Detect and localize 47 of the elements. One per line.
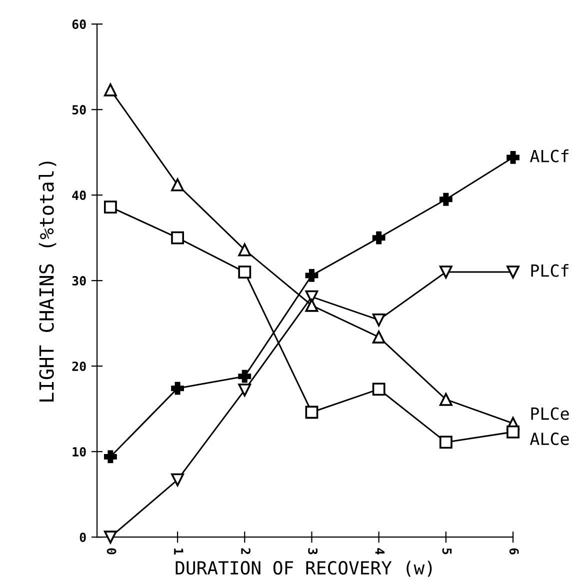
y-tick-label: 60 (72, 20, 86, 30)
y-tick-label: 40 (72, 190, 86, 200)
point (506, 150, 520, 164)
x-tick-label: 6 (509, 548, 519, 554)
series-label: PLCf (531, 264, 568, 277)
series-label: ALCe (530, 432, 569, 446)
point (439, 436, 452, 449)
point (104, 83, 117, 96)
y-tick-label: 10 (72, 447, 86, 457)
point (104, 450, 117, 464)
point (238, 243, 252, 256)
x-tick-label: 1 (174, 548, 184, 554)
point (372, 330, 386, 344)
x-tick-label: 3 (308, 548, 318, 554)
point (305, 406, 318, 419)
series-label: ALCf (530, 149, 568, 162)
point (439, 266, 452, 278)
point (372, 231, 386, 244)
point (305, 268, 318, 282)
x-tick-label: 5 (442, 548, 452, 554)
series-label: PLCe (531, 407, 569, 420)
x-axis-title: DURATION OF RECOVERY (w) (176, 560, 432, 577)
point (104, 200, 117, 214)
point (439, 192, 452, 206)
point (238, 370, 252, 383)
point (238, 384, 252, 396)
point (506, 266, 520, 278)
y-axis-title: LIGHT CHAINS (%total) (38, 162, 56, 402)
point (171, 382, 184, 395)
y-tick-label: 20 (72, 362, 86, 372)
x-tick-label: 4 (375, 548, 384, 554)
y-tick-label: 0 (80, 532, 86, 542)
point (305, 298, 318, 312)
point (372, 313, 386, 326)
point (171, 178, 184, 192)
x-tick-label: 2 (241, 548, 250, 554)
point (506, 425, 520, 438)
point (171, 473, 184, 486)
point (238, 266, 252, 278)
point (104, 530, 117, 544)
x-tick-label: 0 (106, 548, 116, 554)
point (171, 231, 184, 244)
point (439, 392, 452, 406)
point (305, 290, 318, 304)
y-tick-label: 30 (72, 276, 86, 286)
point (372, 382, 386, 396)
y-tick-label: 50 (72, 105, 86, 114)
